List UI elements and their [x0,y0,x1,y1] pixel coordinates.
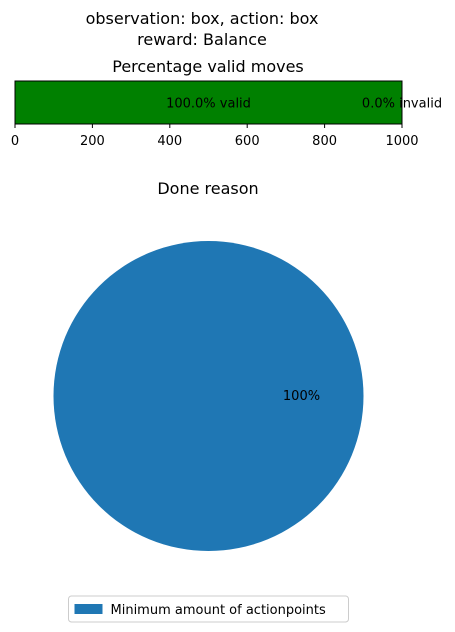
bar-chart-title: Percentage valid moves [112,57,304,76]
figure-title-line1: observation: box, action: box [86,9,319,28]
valid-moves-bar-chart: Percentage valid moves 100.0% valid 0.0% … [11,57,442,149]
done-reason-pie-chart: Done reason 100% Minimum amount of actio… [53,179,364,623]
x-tick-label: 800 [312,134,337,149]
legend-label: Minimum amount of actionpoints [111,603,327,618]
pie-slice-pct-label: 100% [283,389,320,404]
pie-marks: 100% [53,241,364,551]
bar-value-labels: 100.0% valid 0.0% invalid [166,97,442,112]
x-tick-label: 200 [80,134,105,149]
pie-chart-title: Done reason [157,179,258,198]
bar-segment-valid [15,81,402,124]
x-tick-label: 400 [157,134,182,149]
legend-frame [68,595,349,623]
bar-marks [15,81,402,124]
bar-plot-frame [14,80,403,125]
figure-title-line2: reward: Balance [137,30,267,49]
pie-legend: Minimum amount of actionpoints [68,595,349,623]
x-tick-label: 0 [11,134,19,149]
x-tick-label: 1000 [385,134,418,149]
x-axis-ticks: 0 200 400 600 800 1000 [11,124,419,149]
bar-label-valid: 100.0% valid [166,97,251,112]
legend-swatch [74,604,103,614]
bar-label-invalid: 0.0% invalid [362,97,442,112]
pie-slice [53,241,364,551]
x-tick-label: 600 [235,134,260,149]
